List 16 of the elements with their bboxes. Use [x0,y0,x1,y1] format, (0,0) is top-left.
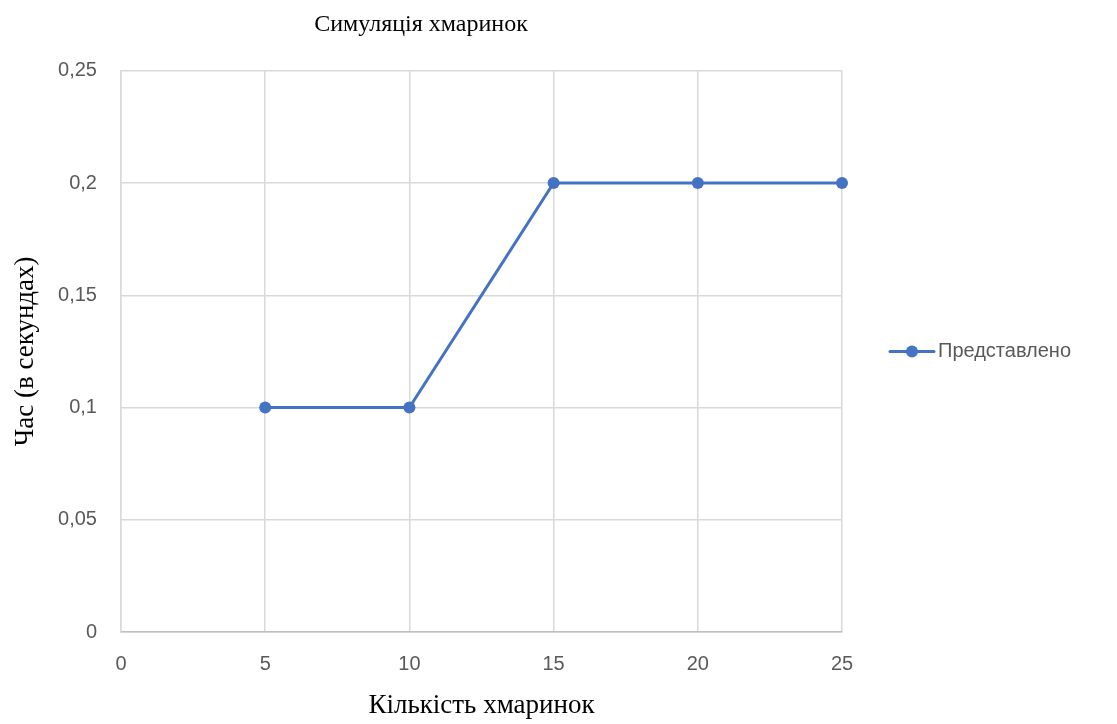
chart-title: Симуляція хмаринок [314,9,529,36]
x-tick-label: 25 [830,651,854,674]
y-axis-title: Час (в секундах) [9,256,40,447]
y-tick-label: 0,25 [58,58,97,81]
x-tick-label: 20 [686,651,709,674]
x-tick-label: 15 [542,651,565,674]
y-tick-label: 0,15 [58,282,97,305]
x-axis-title: Кількість хмаринок [368,688,596,719]
legend-label: Представлено [938,338,1072,361]
y-tick-label: 0 [85,619,97,642]
y-tick-label: 0,05 [58,507,97,530]
y-tick-label: 0,1 [69,395,97,418]
x-tick-label: 0 [115,651,127,674]
x-tick-label: 10 [398,651,421,674]
y-tick-label: 0,2 [69,170,97,193]
x-tick-label: 5 [259,651,271,674]
